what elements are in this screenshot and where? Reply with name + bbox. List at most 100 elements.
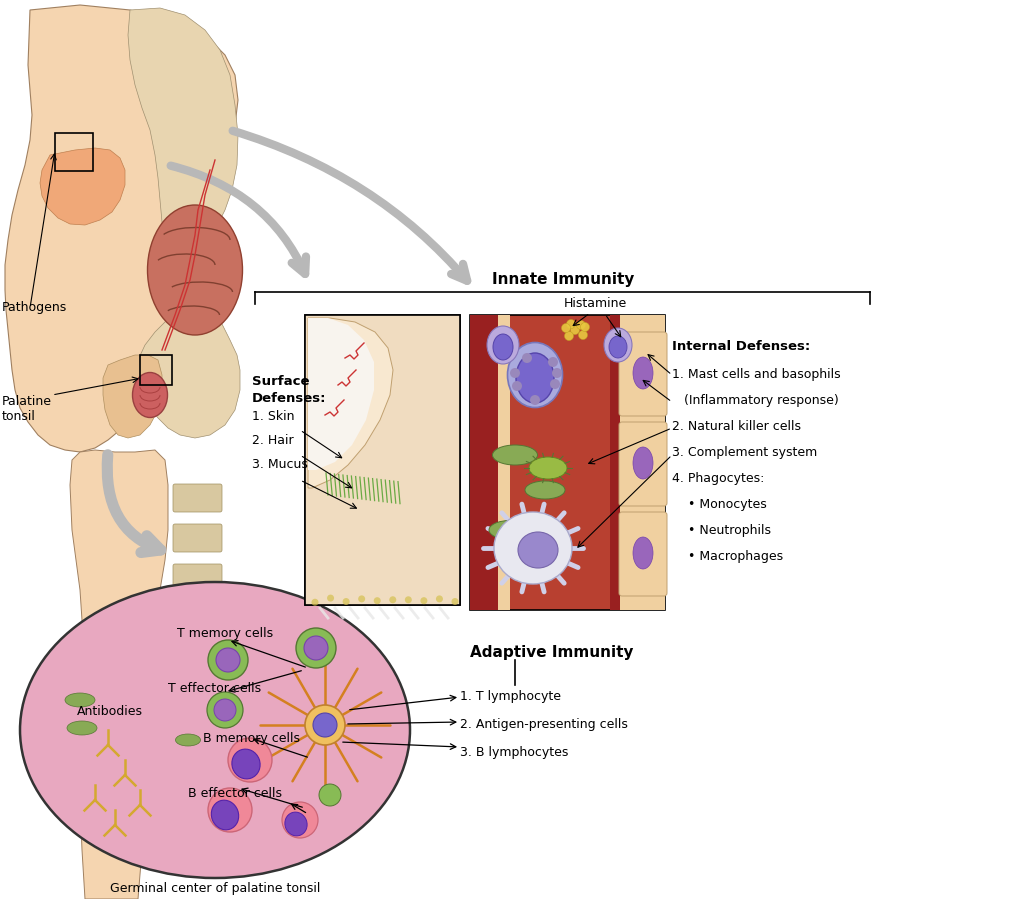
- Text: • Neutrophils: • Neutrophils: [672, 524, 770, 537]
- Polygon shape: [5, 5, 237, 452]
- Text: Histamine: Histamine: [562, 297, 626, 310]
- FancyBboxPatch shape: [173, 684, 222, 712]
- Polygon shape: [308, 318, 392, 488]
- Ellipse shape: [518, 532, 557, 568]
- Circle shape: [296, 628, 335, 668]
- Text: B effector cells: B effector cells: [187, 787, 281, 800]
- Text: Adaptive Immunity: Adaptive Immunity: [470, 645, 633, 660]
- Text: 2. Hair: 2. Hair: [252, 434, 293, 447]
- Bar: [470, 315, 497, 610]
- Text: 3. Complement system: 3. Complement system: [672, 446, 816, 459]
- Circle shape: [580, 323, 589, 332]
- Polygon shape: [70, 450, 168, 899]
- Circle shape: [435, 595, 442, 602]
- Text: Pathogens: Pathogens: [2, 301, 67, 315]
- Circle shape: [576, 321, 585, 330]
- Circle shape: [549, 379, 559, 389]
- Text: 1. T lymphocyte: 1. T lymphocyte: [460, 690, 560, 703]
- Ellipse shape: [603, 328, 632, 362]
- Circle shape: [566, 319, 575, 328]
- Ellipse shape: [493, 512, 572, 584]
- Circle shape: [327, 594, 334, 601]
- Circle shape: [319, 784, 340, 806]
- Circle shape: [304, 636, 328, 660]
- Polygon shape: [103, 355, 162, 438]
- Text: 3. B lymphocytes: 3. B lymphocytes: [460, 746, 568, 759]
- Bar: [497, 315, 510, 610]
- Circle shape: [551, 368, 561, 378]
- Circle shape: [389, 596, 396, 603]
- Bar: [614, 315, 664, 610]
- Ellipse shape: [284, 812, 307, 836]
- FancyBboxPatch shape: [619, 332, 666, 416]
- Ellipse shape: [633, 357, 652, 389]
- Circle shape: [311, 599, 318, 606]
- FancyBboxPatch shape: [173, 484, 222, 512]
- Ellipse shape: [507, 343, 561, 407]
- Text: 2. Antigen-presenting cells: 2. Antigen-presenting cells: [460, 718, 628, 731]
- FancyBboxPatch shape: [173, 644, 222, 672]
- Polygon shape: [127, 8, 239, 438]
- Circle shape: [405, 596, 412, 603]
- Text: B memory cells: B memory cells: [204, 732, 301, 745]
- Ellipse shape: [608, 336, 627, 358]
- Ellipse shape: [492, 334, 513, 360]
- Text: • Monocytes: • Monocytes: [672, 498, 766, 511]
- Circle shape: [305, 705, 344, 745]
- Text: Germinal center of palatine tonsil: Germinal center of palatine tonsil: [110, 882, 320, 895]
- Polygon shape: [40, 148, 125, 225]
- Ellipse shape: [492, 445, 537, 465]
- Circle shape: [420, 597, 427, 604]
- Ellipse shape: [529, 457, 567, 479]
- Text: Palatine
tonsil: Palatine tonsil: [2, 395, 52, 423]
- Ellipse shape: [67, 721, 97, 735]
- Circle shape: [510, 368, 520, 378]
- Circle shape: [564, 332, 573, 341]
- FancyBboxPatch shape: [173, 564, 222, 592]
- Circle shape: [451, 598, 459, 605]
- Circle shape: [522, 353, 532, 363]
- FancyBboxPatch shape: [173, 524, 222, 552]
- Text: 1. Skin: 1. Skin: [252, 410, 294, 423]
- Ellipse shape: [488, 521, 531, 539]
- Bar: [305, 315, 460, 605]
- Circle shape: [207, 692, 243, 728]
- Ellipse shape: [633, 537, 652, 569]
- Text: 1. Mast cells and basophils: 1. Mast cells and basophils: [672, 368, 840, 381]
- Circle shape: [547, 357, 557, 367]
- FancyBboxPatch shape: [173, 724, 222, 752]
- FancyBboxPatch shape: [173, 764, 222, 792]
- FancyBboxPatch shape: [173, 604, 222, 632]
- Ellipse shape: [211, 800, 238, 830]
- Ellipse shape: [132, 372, 167, 417]
- Bar: [470, 315, 664, 610]
- Circle shape: [208, 788, 252, 832]
- Text: (Inflammatory response): (Inflammatory response): [672, 394, 838, 407]
- Ellipse shape: [65, 693, 95, 707]
- Ellipse shape: [633, 447, 652, 479]
- Ellipse shape: [486, 326, 519, 364]
- Polygon shape: [308, 318, 374, 470]
- Text: • Macrophages: • Macrophages: [672, 550, 783, 563]
- FancyBboxPatch shape: [619, 422, 666, 506]
- Text: Surface
Defenses:: Surface Defenses:: [252, 375, 326, 405]
- Text: T memory cells: T memory cells: [176, 627, 273, 640]
- Circle shape: [512, 381, 522, 391]
- Circle shape: [313, 713, 336, 737]
- Text: 4. Phagocytes:: 4. Phagocytes:: [672, 472, 763, 485]
- Text: Antibodies: Antibodies: [76, 705, 143, 718]
- Ellipse shape: [148, 205, 243, 335]
- Circle shape: [228, 738, 272, 782]
- Ellipse shape: [231, 749, 260, 779]
- Ellipse shape: [516, 353, 553, 403]
- Text: 3. Mucus: 3. Mucus: [252, 458, 308, 471]
- Circle shape: [373, 597, 380, 604]
- Text: Innate Immunity: Innate Immunity: [491, 272, 634, 287]
- Circle shape: [208, 640, 248, 680]
- Circle shape: [216, 648, 239, 672]
- Bar: [140, 355, 172, 385]
- Ellipse shape: [525, 481, 565, 499]
- Circle shape: [560, 324, 570, 333]
- Circle shape: [342, 598, 350, 605]
- Circle shape: [281, 802, 318, 838]
